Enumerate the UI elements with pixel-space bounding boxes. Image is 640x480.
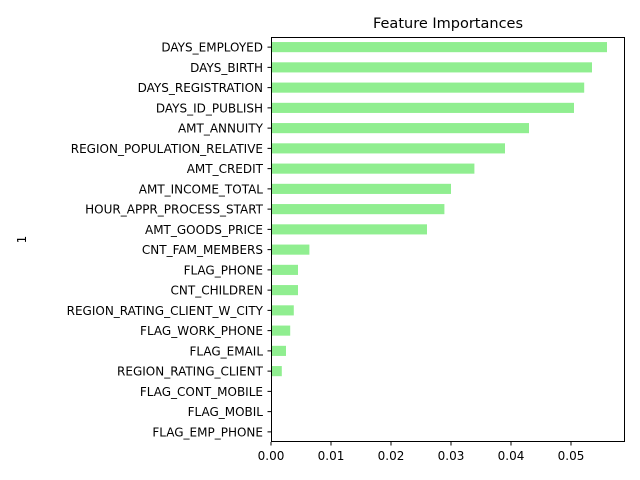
y-tick-label: DAYS_EMPLOYED	[161, 41, 263, 55]
y-tick-label: AMT_CREDIT	[187, 162, 264, 176]
plot-frame	[271, 37, 625, 442]
bar-region-rating-client	[271, 366, 282, 377]
y-tick-label: FLAG_PHONE	[184, 263, 263, 277]
y-tick-label: REGION_RATING_CLIENT_W_CITY	[67, 304, 264, 318]
y-tick-label: FLAG_EMAIL	[189, 344, 263, 358]
x-tick-label: 0.05	[558, 449, 585, 463]
bar-cnt-fam-members	[271, 244, 310, 255]
bar-amt-credit	[271, 163, 475, 174]
x-tick-label: 0.03	[438, 449, 465, 463]
y-tick-label: AMT_ANNUITY	[178, 122, 264, 136]
bar-amt-annuity	[271, 123, 529, 134]
y-tick-label: AMT_INCOME_TOTAL	[139, 182, 264, 196]
x-tick-label: 0.04	[498, 449, 525, 463]
y-tick-label: CNT_CHILDREN	[171, 284, 263, 298]
x-tick-label: 0.01	[318, 449, 345, 463]
bar-amt-goods-price	[271, 224, 427, 235]
bar-amt-income-total	[271, 183, 451, 194]
y-tick-label: FLAG_WORK_PHONE	[140, 324, 263, 338]
y-tick-label: DAYS_REGISTRATION	[138, 81, 263, 95]
bar-hour-appr-process-start	[271, 204, 445, 215]
bar-region-rating-client-w-city	[271, 305, 294, 316]
x-tick-label: 0.02	[378, 449, 405, 463]
y-tick-label: FLAG_EMP_PHONE	[152, 425, 263, 439]
y-tick-label: AMT_GOODS_PRICE	[145, 223, 263, 237]
x-tick-label: 0.00	[258, 449, 285, 463]
y-tick-label: DAYS_BIRTH	[190, 61, 263, 75]
bar-flag-phone	[271, 264, 298, 275]
bar-region-population-relative	[271, 143, 505, 154]
bar-flag-work-phone	[271, 325, 291, 336]
y-tick-label: REGION_POPULATION_RELATIVE	[71, 142, 263, 156]
x-ticks-layer: 0.00 0.01 0.02 0.03 0.04 0.05	[258, 442, 585, 463]
bar-days-employed	[271, 42, 607, 53]
chart-title: Feature Importances	[373, 16, 523, 32]
bar-days-registration	[271, 82, 585, 93]
bar-cnt-children	[271, 285, 298, 296]
y-tick-label: HOUR_APPR_PROCESS_START	[85, 203, 264, 217]
bar-flag-email	[271, 345, 286, 356]
y-axis-label: 1	[15, 236, 29, 244]
y-tick-label: FLAG_MOBIL	[188, 405, 264, 419]
y-tick-label: FLAG_CONT_MOBILE	[140, 385, 263, 399]
y-ticks-layer: DAYS_EMPLOYED DAYS_BIRTH DAYS_REGISTRATION…	[67, 41, 271, 439]
bar-days-birth	[271, 62, 592, 73]
y-tick-label: CNT_FAM_MEMBERS	[142, 243, 263, 257]
y-tick-label: DAYS_ID_PUBLISH	[156, 101, 263, 115]
y-tick-label: REGION_RATING_CLIENT	[117, 365, 264, 379]
bars-layer	[271, 42, 607, 377]
bar-days-id-publish	[271, 102, 574, 113]
